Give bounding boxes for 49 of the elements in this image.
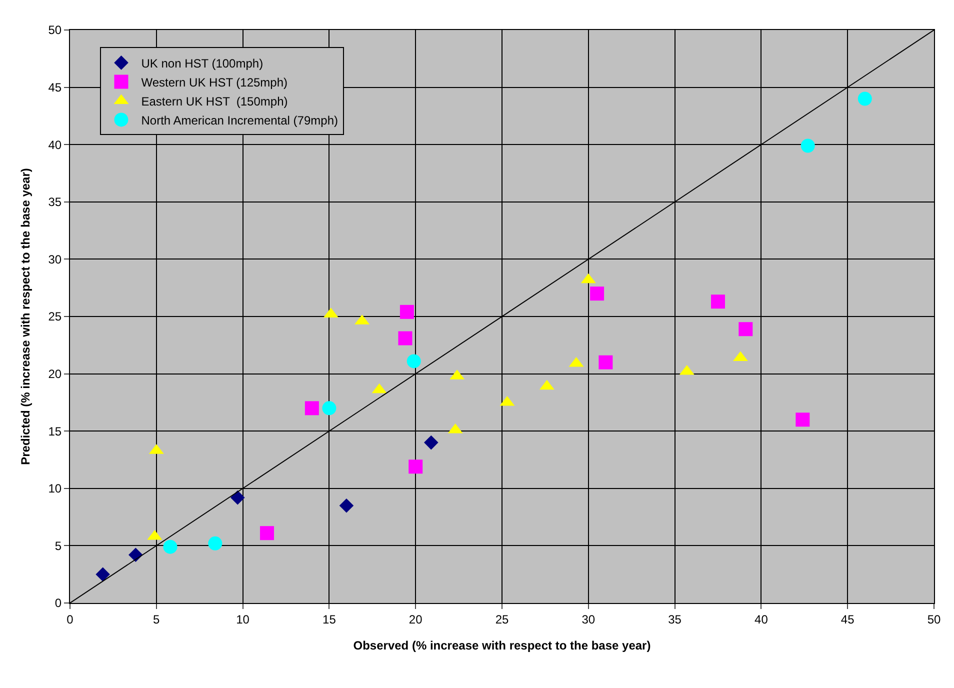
y-tick-label: 50 [48, 23, 62, 38]
y-tick-label: 5 [54, 538, 62, 553]
x-tick-label: 30 [582, 612, 596, 626]
x-tick-label: 50 [927, 612, 941, 626]
x-tick-label: 20 [408, 612, 423, 626]
legend-label: UK non HST (100mph) [141, 56, 264, 70]
point [598, 355, 613, 370]
point [208, 536, 222, 550]
y-tick-label: 0 [54, 596, 62, 610]
y-tick-label: 20 [48, 367, 62, 381]
x-tick-label: 10 [236, 612, 250, 626]
y-tick-label: 30 [48, 252, 62, 266]
point [128, 548, 143, 562]
y-tick-label: 35 [48, 195, 62, 210]
point [711, 294, 725, 309]
point [400, 304, 414, 319]
point [424, 435, 438, 450]
x-tick-label: 45 [840, 612, 855, 626]
point [260, 526, 274, 540]
y-tick-label: 15 [48, 424, 62, 438]
point [322, 401, 336, 416]
point [163, 540, 178, 554]
point [796, 412, 810, 427]
y-tick-label: 45 [48, 80, 62, 94]
legend-label: North American Incremental (79mph) [141, 113, 338, 128]
point [304, 401, 319, 416]
point [96, 567, 110, 582]
x-tick-label: 40 [754, 612, 768, 626]
y-tick-label: 10 [48, 482, 62, 496]
x-tick-label: 15 [322, 612, 336, 626]
x-tick-label: 35 [668, 612, 682, 626]
point [858, 92, 872, 106]
point [590, 286, 604, 301]
point [230, 490, 245, 505]
legend-label: Eastern UK HST (150mph) [141, 94, 288, 108]
point [406, 354, 421, 368]
y-axis-title: Predicted (% increase with respect to the base year) [18, 168, 33, 465]
legend-label: Western UK HST (125mph) [141, 75, 288, 90]
y-tick-label: 25 [48, 310, 62, 324]
x-axis-title: Observed (% increase with respect to the base year) [353, 638, 651, 652]
x-tick-label: 25 [495, 612, 509, 626]
point [800, 138, 815, 153]
x-tick-label: 0 [66, 612, 74, 626]
point [339, 498, 354, 513]
point [738, 322, 753, 336]
x-tick-label: 5 [153, 612, 160, 626]
point [408, 460, 423, 474]
y-tick-label: 40 [48, 138, 62, 152]
point [398, 331, 412, 346]
